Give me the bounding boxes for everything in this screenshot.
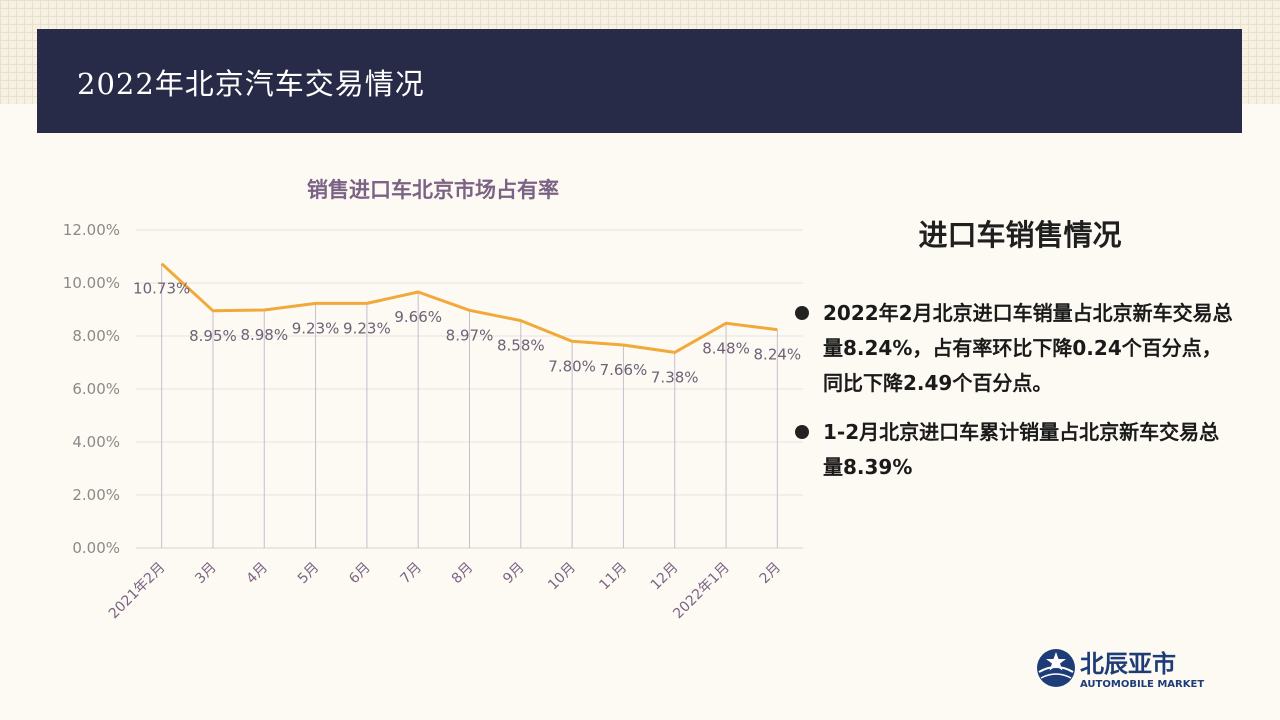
x-tick-label: 12月	[648, 560, 682, 594]
y-tick-label: 12.00%	[63, 221, 120, 239]
bullet-dot-icon	[795, 425, 809, 439]
data-label: 10.73%	[133, 280, 190, 298]
data-label: 8.95%	[189, 327, 237, 345]
bullet-item: 1-2月北京进口车累计销量占北京新车交易总量8.39%	[794, 415, 1234, 485]
logo-name: 北辰亚市	[1080, 650, 1176, 678]
side-panel-title: 进口车销售情况	[918, 218, 1122, 252]
data-label: 8.48%	[702, 339, 750, 357]
x-tick-label: 11月	[596, 560, 630, 594]
x-tick-label: 5月	[295, 560, 323, 588]
data-label: 8.58%	[497, 337, 545, 355]
x-tick-label: 2021年2月	[106, 560, 169, 623]
x-tick-label: 10月	[545, 560, 579, 594]
x-tick-label: 2022年1月	[670, 560, 733, 623]
chart-data-labels: 10.73%8.95% 8.98% 9.23% 9.23%9.66%8.97%8.58…	[133, 280, 801, 387]
series-line	[160, 262, 778, 354]
bullet-list: 2022年2月北京进口车销量占北京新车交易总量8.24%，占有率环比下降0.24…	[794, 296, 1234, 499]
chart-drop-lines	[161, 263, 778, 548]
data-label: 7.80%	[548, 357, 596, 375]
data-label: 8.24%	[754, 346, 802, 364]
logo-subtitle: AUTOMOBILE MARKET	[1080, 679, 1204, 690]
y-axis: 0.00% 2.00% 4.00% 6.00% 8.00% 10.00% 12.00%	[63, 221, 120, 557]
bullet-text: 2022年2月北京进口车销量占北京新车交易总量8.24%，占有率环比下降0.24…	[823, 301, 1233, 395]
x-tick-label: 9月	[500, 560, 528, 588]
chart-series	[160, 262, 778, 354]
y-tick-label: 8.00%	[72, 327, 120, 345]
data-label: 9.23%	[292, 319, 340, 337]
data-label: 9.23%	[343, 319, 391, 337]
globe-star-icon	[1037, 649, 1075, 687]
bullet-dot-icon	[795, 306, 809, 320]
x-tick-label: 4月	[244, 560, 272, 588]
y-tick-label: 10.00%	[63, 274, 120, 292]
x-tick-label: 6月	[346, 560, 374, 588]
line-chart: 销售进口车北京市场占有率 0.00% 2.00% 4.00% 6.00% 8.00% 10…	[63, 178, 803, 623]
x-tick-label: 7月	[397, 560, 425, 588]
bullet-item: 2022年2月北京进口车销量占北京新车交易总量8.24%，占有率环比下降0.24…	[794, 296, 1234, 401]
x-tick-label: 8月	[449, 560, 477, 588]
y-tick-label: 6.00%	[72, 380, 120, 398]
data-label: 7.38%	[651, 368, 699, 386]
data-label: 9.66%	[394, 308, 442, 326]
y-tick-label: 4.00%	[72, 433, 120, 451]
data-label: 8.97%	[446, 326, 494, 344]
header-bar: 2022年北京汽车交易情况	[37, 29, 1242, 133]
y-tick-label: 2.00%	[72, 486, 120, 504]
data-label: 8.98%	[240, 326, 288, 344]
x-tick-label: 3月	[192, 560, 220, 588]
data-label: 7.66%	[600, 361, 648, 379]
bullet-text: 1-2月北京进口车累计销量占北京新车交易总量8.39%	[823, 420, 1220, 479]
page-title: 2022年北京汽车交易情况	[77, 67, 425, 101]
chart-title: 销售进口车北京市场占有率	[307, 178, 559, 202]
company-logo: 北辰亚市 AUTOMOBILE MARKET	[1037, 649, 1204, 690]
y-tick-label: 0.00%	[72, 539, 120, 557]
x-tick-label: 2月	[757, 560, 785, 588]
